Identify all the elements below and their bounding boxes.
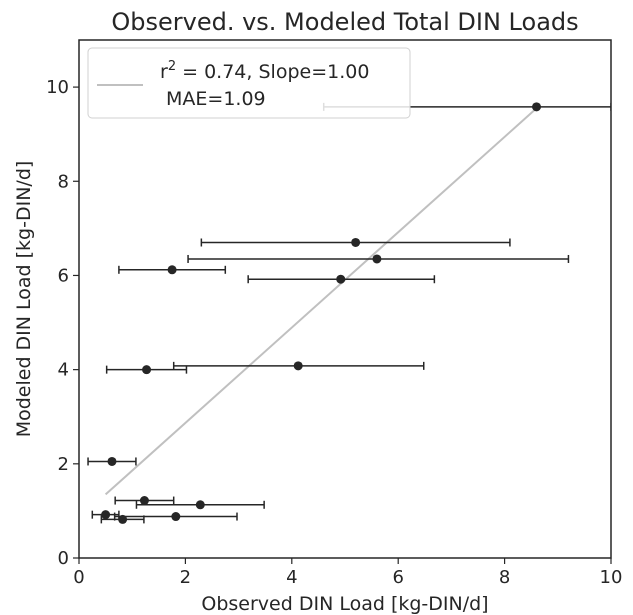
plot-marks [87,102,611,524]
x-axis-label: Observed DIN Load [kg-DIN/d] [201,593,488,615]
x-tick-label: 2 [180,567,191,588]
data-point [336,274,346,284]
y-axis: 0 2 4 6 8 10 [46,77,79,569]
data-point [101,510,111,520]
data-point [351,237,361,247]
data-point [142,365,152,375]
y-tick-label: 6 [58,265,69,286]
legend-box [87,47,411,119]
y-tick-label: 10 [46,77,69,98]
y-axis-label: Modeled DIN Load [kg-DIN/d] [13,161,35,438]
data-point [171,512,181,522]
data-point [372,254,382,264]
y-tick-label: 8 [58,171,69,192]
y-tick-label: 0 [58,548,69,569]
x-tick-label: 8 [499,567,510,588]
data-point [139,496,149,506]
plot-frame [78,39,612,559]
legend-line-2: MAE=1.09 [166,88,266,110]
legend: r2 = 0.74, Slope=1.00 MAE=1.09 [87,47,411,119]
x-tick-label: 0 [73,567,84,588]
y-tick-label: 2 [58,454,69,475]
chart-title: Observed. vs. Modeled Total DIN Loads [111,8,578,36]
data-point [107,456,117,466]
data-point [293,361,303,371]
x-axis: 0 2 4 6 8 10 [73,558,622,588]
data-point [195,500,205,510]
legend-r-superscript: 2 [168,59,176,74]
legend-r2-rest: = 0.74, Slope=1.00 [176,61,369,83]
data-point [118,514,128,524]
x-tick-label: 10 [600,567,623,588]
data-point [532,102,542,112]
legend-r: r [160,61,168,83]
data-point [167,265,177,275]
fit-line [104,107,538,496]
x-tick-label: 4 [286,567,297,588]
x-tick-label: 6 [392,567,403,588]
y-tick-label: 4 [58,360,69,381]
legend-line-1: r2 = 0.74, Slope=1.00 [160,59,369,83]
